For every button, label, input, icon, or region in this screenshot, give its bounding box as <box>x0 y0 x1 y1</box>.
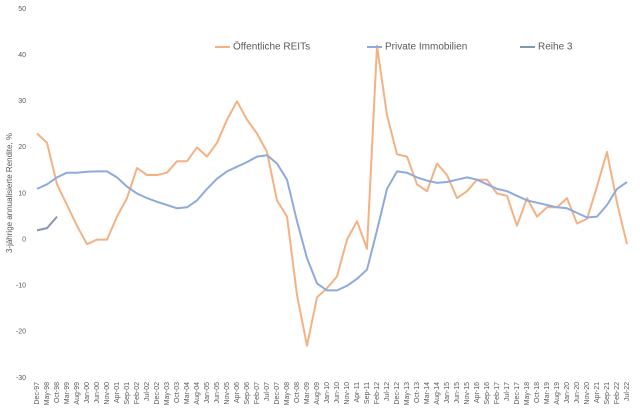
series-line <box>36 215 58 232</box>
x-tick-label: Dec-02 <box>154 382 161 405</box>
x-tick-label: Oct-08 <box>294 382 301 403</box>
x-tick-label: May-98 <box>44 382 51 405</box>
x-tick-label: May-03 <box>164 382 171 405</box>
x-tick-label: Mar-09 <box>304 382 311 404</box>
x-tick-label: Nov-05 <box>224 382 231 405</box>
x-tick-label: Feb-02 <box>134 382 141 404</box>
x-tick-label: Apr-21 <box>594 382 601 403</box>
x-tick-label: Dec-97 <box>34 382 41 405</box>
y-tick-label: 50 <box>18 6 26 13</box>
legend-label: Öffentliche REITs <box>233 41 310 53</box>
x-tick-label: Aug-99 <box>74 382 81 405</box>
x-tick-label: Jan-00 <box>84 382 91 404</box>
x-tick-label: Apr-06 <box>234 382 241 403</box>
x-tick-label: Nov-20 <box>584 382 591 405</box>
x-tick-label: Nov-15 <box>464 382 471 405</box>
x-tick-label: Jun-05 <box>214 382 221 404</box>
x-tick-label: Jul-12 <box>384 382 391 401</box>
x-tick-label: Dec-12 <box>394 382 401 405</box>
x-tick-label: Jun-15 <box>454 382 461 404</box>
x-tick-label: Sep-16 <box>484 382 491 405</box>
x-tick-label: Oct-13 <box>414 382 421 403</box>
x-tick-label: Mar-14 <box>424 382 431 404</box>
x-tick-label: Jul-07 <box>264 382 271 401</box>
x-tick-label: Dec-07 <box>274 382 281 405</box>
x-tick-label: May-13 <box>404 382 411 405</box>
x-tick-label: May-18 <box>524 382 531 405</box>
x-tick-label: Aug-19 <box>554 382 561 405</box>
x-tick-label: Apr-16 <box>474 382 481 403</box>
x-tick-label: Jun-10 <box>334 382 341 404</box>
x-tick-label: Sep-21 <box>604 382 611 405</box>
x-tick-label: Jul-17 <box>504 382 511 401</box>
x-tick-label: Mar-99 <box>64 382 71 404</box>
x-tick-label: Apr-11 <box>354 382 361 403</box>
legend-label: Reihe 3 <box>538 42 573 53</box>
x-tick-label: Nov-00 <box>104 382 111 405</box>
x-tick-label: Oct-03 <box>174 382 181 403</box>
x-tick-label: Aug-09 <box>314 382 321 405</box>
y-tick-label: 20 <box>18 144 26 151</box>
y-tick-label: 0 <box>22 236 26 243</box>
y-tick-label: -30 <box>16 375 26 382</box>
x-tick-label: Apr-01 <box>114 382 121 403</box>
x-tick-label: Mar-04 <box>184 382 191 404</box>
x-tick-label: Aug-14 <box>434 382 441 405</box>
y-tick-label: 30 <box>18 98 26 105</box>
x-tick-label: Sep-11 <box>364 382 371 404</box>
x-tick-label: Feb-22 <box>614 382 621 404</box>
x-tick-label: Feb-12 <box>374 382 381 404</box>
y-tick-label: -20 <box>16 329 26 336</box>
x-tick-label: Jul-22 <box>624 382 631 401</box>
series-line <box>36 154 628 292</box>
x-tick-label: Nov-10 <box>344 382 351 405</box>
x-tick-label: Jan-20 <box>564 382 571 404</box>
x-tick-label: Sep-06 <box>244 382 251 405</box>
x-tick-label: Sep-01 <box>124 382 131 405</box>
x-tick-label: Mar-19 <box>544 382 551 404</box>
x-tick-label: Oct-18 <box>534 382 541 403</box>
y-tick-label: 10 <box>18 190 26 197</box>
x-tick-label: May-08 <box>284 382 291 405</box>
x-tick-label: Jul-02 <box>144 382 151 401</box>
y-tick-label: -10 <box>16 283 26 290</box>
y-axis-label: 3-jährige annualisierte Rendite, % <box>5 133 14 253</box>
x-tick-label: Dec-17 <box>514 382 521 405</box>
x-tick-label: Jan-10 <box>324 382 331 404</box>
x-tick-label: Oct-98 <box>54 382 61 403</box>
x-tick-label: Jun-00 <box>94 382 101 404</box>
x-tick-label: Feb-07 <box>254 382 261 404</box>
y-tick-label: 40 <box>18 52 26 59</box>
legend-label: Private Immobilien <box>385 42 467 53</box>
x-tick-label: Jan-05 <box>204 382 211 404</box>
x-tick-label: Aug-04 <box>194 382 201 405</box>
series-line <box>36 44 628 347</box>
x-tick-label: Jan-15 <box>444 382 451 404</box>
x-tick-label: Feb-17 <box>494 382 501 404</box>
x-tick-label: Jun-20 <box>574 382 581 404</box>
